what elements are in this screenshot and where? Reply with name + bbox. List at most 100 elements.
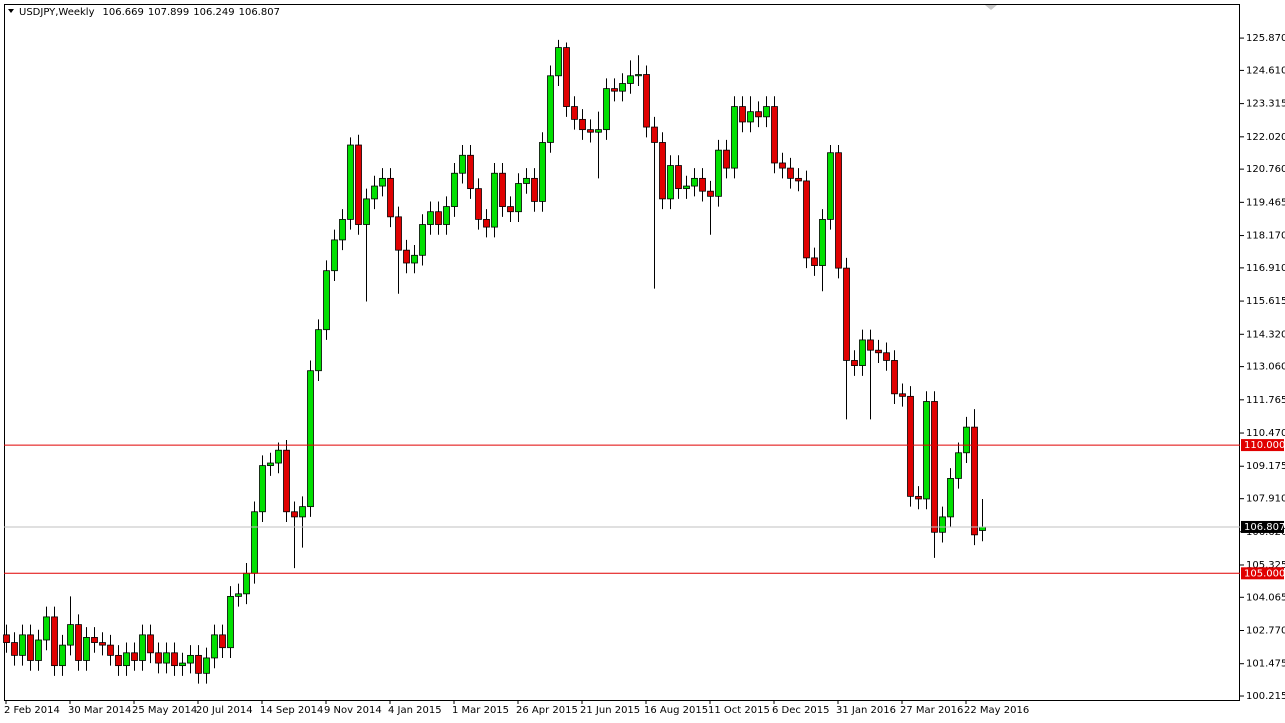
candle-body — [787, 167, 794, 179]
candle-body — [323, 270, 330, 331]
candle-body — [51, 616, 58, 667]
plot-frame — [4, 4, 1240, 701]
candle-body — [827, 152, 834, 220]
y-tick-label: 107.910 — [1246, 494, 1285, 505]
x-tick-label: 25 May 2014 — [132, 705, 197, 716]
candle-body — [931, 401, 938, 533]
candle-body — [771, 106, 778, 164]
candle-body — [259, 465, 266, 513]
candle-body — [131, 652, 138, 661]
candle-body — [515, 183, 522, 213]
candle-body — [971, 426, 978, 536]
candle-body — [67, 624, 74, 646]
x-tick-label: 16 Aug 2015 — [644, 705, 708, 716]
candle-body — [267, 462, 274, 466]
symbol: USDJPY,Weekly — [19, 7, 95, 18]
candle-body — [123, 652, 130, 667]
x-tick-label: 26 Apr 2015 — [516, 705, 578, 716]
x-tick-label: 30 Mar 2014 — [68, 705, 131, 716]
header-low: 106.249 — [193, 7, 234, 18]
candle-body — [155, 652, 162, 664]
x-tick-label: 6 Dec 2015 — [772, 705, 830, 716]
candle-body — [843, 267, 850, 361]
menu-arrow[interactable] — [8, 9, 14, 13]
y-tick-label: 109.175 — [1246, 461, 1285, 472]
header-high: 107.899 — [148, 7, 189, 18]
candle-body — [491, 172, 498, 228]
y-tick-label: 102.770 — [1246, 626, 1285, 637]
y-tick-label: 113.060 — [1246, 362, 1285, 373]
y-tick-label: 105.325 — [1246, 560, 1285, 571]
candle-body — [763, 106, 770, 118]
y-tick-label: 123.315 — [1246, 99, 1285, 110]
shift-marker — [985, 5, 997, 10]
candle-body — [595, 129, 602, 133]
y-tick-label: 124.610 — [1246, 65, 1285, 76]
candle-body — [571, 106, 578, 120]
candle-body — [299, 506, 306, 518]
candle-body — [819, 218, 826, 266]
candle-body — [451, 172, 458, 207]
header-open: 106.669 — [103, 7, 144, 18]
candle-body — [715, 149, 722, 197]
candle-body — [331, 239, 338, 272]
candle-body — [811, 257, 818, 266]
x-tick-label: 2 Feb 2014 — [4, 705, 60, 716]
candle-body — [651, 126, 658, 143]
candle-body — [195, 654, 202, 674]
x-tick-label: 27 Mar 2016 — [900, 705, 963, 716]
candle-body — [379, 177, 386, 187]
candle-body — [459, 154, 466, 174]
x-tick-label: 4 Jan 2015 — [388, 705, 442, 716]
candle-body — [867, 339, 874, 351]
candle-body — [795, 177, 802, 182]
candle-body — [499, 172, 506, 207]
candle-body — [483, 218, 490, 228]
candle-body — [547, 75, 554, 143]
candle-body — [563, 47, 570, 107]
candle-body — [307, 370, 314, 508]
candle-body — [947, 478, 954, 518]
candle-body — [587, 129, 594, 133]
candle-body — [275, 449, 282, 464]
candle-body — [219, 634, 226, 649]
candle-body — [387, 177, 394, 218]
candle-body — [171, 652, 178, 667]
candle-body — [531, 177, 538, 202]
y-tick-label: 110.470 — [1246, 428, 1285, 439]
candle-body — [963, 426, 970, 454]
candle-body — [363, 198, 370, 225]
y-tick-label: 100.215 — [1246, 691, 1285, 702]
candle-body — [139, 634, 146, 661]
candle-body — [11, 642, 18, 656]
level-label: 110.000 — [1244, 440, 1285, 451]
candle-body — [283, 449, 290, 513]
candle-body — [747, 111, 754, 123]
level-label-box — [1241, 567, 1284, 580]
candle-body — [875, 349, 882, 354]
candle-body — [683, 185, 690, 190]
candle-body — [315, 329, 322, 372]
price-label: 106.807 — [1244, 522, 1285, 533]
x-tick-label: 20 Jul 2014 — [196, 705, 253, 716]
candle-body — [859, 339, 866, 366]
level-label: 105.000 — [1244, 568, 1285, 579]
candle-body — [691, 177, 698, 187]
candle-body — [731, 106, 738, 169]
header-close: 106.807 — [239, 7, 280, 18]
x-tick-label: 22 May 2016 — [964, 705, 1029, 716]
y-tick-label: 119.465 — [1246, 197, 1285, 208]
candle-body — [611, 88, 618, 92]
candle-body — [427, 211, 434, 225]
candle-body — [187, 654, 194, 664]
candle-body — [163, 652, 170, 664]
candle-body — [507, 206, 514, 213]
candle-body — [27, 634, 34, 661]
candle-body — [83, 637, 90, 661]
y-tick-label: 104.065 — [1246, 592, 1285, 603]
level-label-box — [1241, 439, 1284, 452]
candle-body — [435, 211, 442, 225]
candle-body — [211, 634, 218, 659]
y-tick-label: 125.870 — [1246, 33, 1285, 44]
